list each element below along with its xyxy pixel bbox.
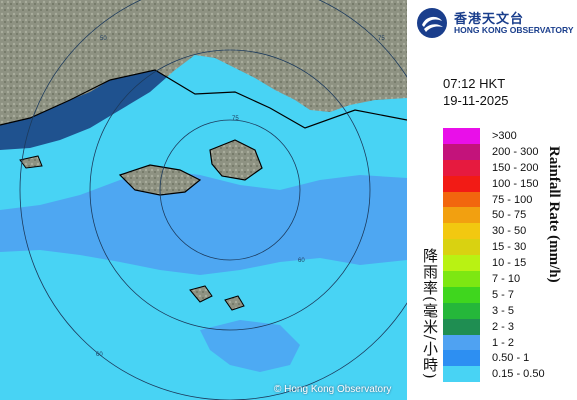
legend-label: 50 - 75 xyxy=(492,209,527,222)
legend-row: 10 - 15 xyxy=(443,255,545,272)
org-name-chinese: 香港天文台 xyxy=(454,12,525,27)
island-small-2 xyxy=(224,295,245,311)
legend-color-swatch xyxy=(443,366,480,383)
legend-row: 200 - 300 xyxy=(443,143,545,160)
legend-color-swatch xyxy=(443,239,480,256)
range-label: 50 xyxy=(100,36,107,42)
legend-label: 1 - 2 xyxy=(492,336,515,349)
island-small-1 xyxy=(189,285,213,303)
legend-color-swatch xyxy=(443,255,480,272)
hko-logo-icon xyxy=(417,8,447,38)
legend-label: 30 - 50 xyxy=(492,225,527,238)
legend-row: 15 - 30 xyxy=(443,239,545,256)
island-lantau xyxy=(118,164,202,196)
legend-label: >300 xyxy=(492,129,517,142)
range-label: 60 xyxy=(96,352,103,358)
range-label: 75 xyxy=(232,116,239,122)
radar-map-svg: 75 50 75 60 60 xyxy=(0,0,407,400)
legend-label: 0.50 - 1 xyxy=(492,352,530,365)
legend-row: 3 - 5 xyxy=(443,302,545,319)
legend-label: 10 - 15 xyxy=(492,257,527,270)
legend-color-swatch xyxy=(443,286,480,303)
range-labels: 75 50 75 60 60 xyxy=(96,36,385,358)
side-panel: 香港天文台 HONG KONG OBSERVATORY 07:12 HKT 19… xyxy=(407,0,577,400)
radar-time: 07:12 HKT xyxy=(443,76,506,91)
copyright-watermark: © Hong Kong Observatory xyxy=(274,384,392,395)
legend-row: 7 - 10 xyxy=(443,271,545,287)
legend-row: 100 - 150 xyxy=(443,175,545,192)
legend-color-swatch xyxy=(443,350,480,367)
legend-color-swatch xyxy=(443,207,480,224)
legend-row: 1 - 2 xyxy=(443,334,545,351)
legend-label: 100 - 150 xyxy=(492,177,539,190)
legend-row: 50 - 75 xyxy=(443,207,545,224)
legend-label: 75 - 100 xyxy=(492,193,533,206)
legend-label: 150 - 200 xyxy=(492,161,539,174)
legend-row: 0.50 - 1 xyxy=(443,350,545,367)
legend-title-english: Rainfall Rate (mm/h) xyxy=(546,146,562,283)
legend-label: 5 - 7 xyxy=(492,288,515,301)
legend-title-chinese: 降雨率(毫米/小時) xyxy=(421,248,439,380)
coastline xyxy=(0,69,407,129)
legend-label: 15 - 30 xyxy=(492,241,527,254)
rainfall-legend: >300 200 - 300 150 - 200 100 - 150 75 - 100 5… xyxy=(443,128,545,383)
legend-row: 150 - 200 xyxy=(443,159,545,176)
legend-row: 2 - 3 xyxy=(443,318,545,335)
legend-color-swatch xyxy=(443,175,480,192)
legend-label: 7 - 10 xyxy=(492,272,521,285)
legend-row: 5 - 7 xyxy=(443,286,545,303)
rain-area-medium-south xyxy=(200,320,300,372)
legend-label: 2 - 3 xyxy=(492,320,515,333)
legend-color-swatch xyxy=(443,191,480,208)
radar-date: 19-11-2025 xyxy=(443,93,509,108)
legend-row: >300 xyxy=(443,128,545,144)
legend-label: 0.15 - 0.50 xyxy=(492,368,545,381)
legend-row: 75 - 100 xyxy=(443,191,545,208)
legend-color-swatch xyxy=(443,271,480,287)
island-hongkong xyxy=(209,139,263,181)
legend-row: 0.15 - 0.50 xyxy=(443,366,545,383)
legend-label: 3 - 5 xyxy=(492,304,515,317)
radar-map: 75 50 75 60 60 © Hong Kong Observatory xyxy=(0,0,407,400)
legend-color-swatch xyxy=(443,302,480,319)
legend-label: 200 - 300 xyxy=(492,145,539,158)
legend-color-swatch xyxy=(443,128,480,144)
org-name-english: HONG KONG OBSERVATORY xyxy=(454,25,574,35)
range-label: 75 xyxy=(378,36,385,42)
island-small-3 xyxy=(19,155,43,169)
range-label: 60 xyxy=(298,258,305,264)
range-rings xyxy=(19,0,407,400)
rain-area-medium xyxy=(0,170,407,275)
legend-color-swatch xyxy=(443,318,480,335)
legend-color-swatch xyxy=(443,223,480,240)
legend-color-swatch xyxy=(443,334,480,351)
legend-color-swatch xyxy=(443,143,480,160)
legend-color-swatch xyxy=(443,159,480,176)
legend-row: 30 - 50 xyxy=(443,223,545,240)
